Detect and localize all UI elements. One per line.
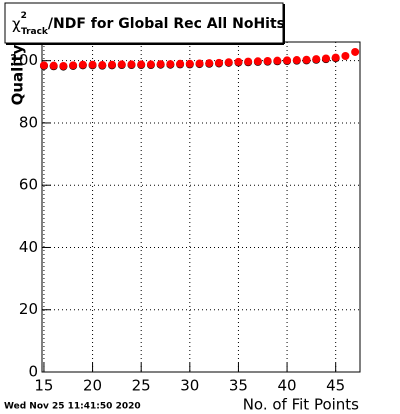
point (127, 60, 136, 69)
x-tick-label: 30 (180, 377, 199, 395)
point (273, 56, 282, 65)
y-tick-label: 80 (19, 113, 38, 131)
chart-title: χ2 Track/NDF for Global Rec All NoHits (12, 11, 285, 37)
x-tick-label: 15 (34, 377, 53, 395)
point (166, 60, 175, 69)
point (78, 60, 87, 69)
point (146, 60, 155, 69)
point (351, 47, 360, 56)
y-tick-label: 60 (19, 176, 38, 194)
title-part: Track (21, 27, 49, 37)
point (195, 59, 204, 68)
title-part: /NDF for Global Rec All NoHits (48, 16, 285, 32)
point (292, 56, 301, 65)
title-part: χ (12, 15, 21, 33)
x-axis-label: No. of Fit Points (243, 396, 359, 414)
point (321, 54, 330, 63)
point (69, 61, 78, 70)
point (283, 56, 292, 65)
point (39, 61, 48, 70)
point (244, 57, 253, 66)
point (98, 61, 107, 70)
point (234, 57, 243, 66)
point (49, 61, 58, 70)
title-box (4, 2, 284, 44)
x-tick-label: 25 (132, 377, 151, 395)
point (88, 60, 97, 69)
point (331, 53, 340, 62)
title-part: 2 (21, 11, 27, 21)
point (185, 59, 194, 68)
plot-frame (41, 41, 361, 373)
timestamp: Wed Nov 25 11:41:50 2020 (4, 402, 141, 412)
point (156, 60, 165, 69)
y-axis-label: Quality (9, 44, 27, 105)
x-tick-label: 35 (229, 377, 248, 395)
point (59, 61, 68, 70)
x-tick-label: 20 (83, 377, 102, 395)
y-tick-label: 20 (19, 300, 38, 318)
point (302, 55, 311, 64)
point (341, 52, 350, 61)
point (108, 60, 117, 69)
x-tick-label: 45 (326, 377, 345, 395)
point (176, 59, 185, 68)
point (117, 60, 126, 69)
point (312, 55, 321, 64)
point (205, 59, 214, 68)
y-tick-label: 0 (28, 363, 38, 381)
point (224, 58, 233, 67)
y-tick-label: 40 (19, 238, 38, 256)
point (253, 57, 262, 66)
point (137, 60, 146, 69)
x-tick-label: 40 (278, 377, 297, 395)
y-tick-label: 100 (9, 51, 38, 69)
point (263, 56, 272, 65)
point (214, 58, 223, 67)
